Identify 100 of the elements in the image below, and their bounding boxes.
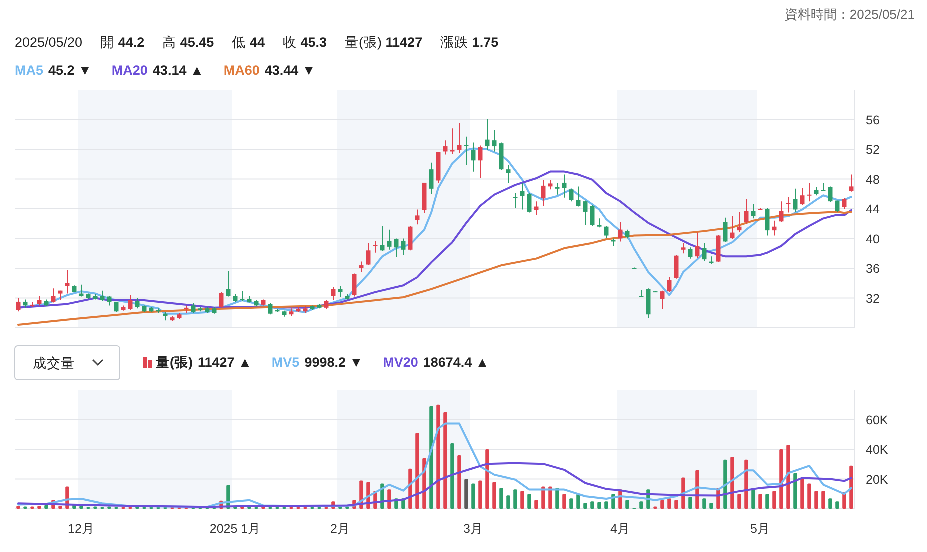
bar	[794, 473, 798, 509]
candlestick	[359, 261, 364, 273]
bar	[562, 494, 566, 509]
bar	[542, 486, 546, 509]
bar	[570, 498, 574, 509]
line-series	[18, 210, 852, 326]
line-series	[18, 462, 852, 508]
bar	[822, 491, 826, 509]
bar	[528, 494, 532, 509]
candlestick	[415, 209, 420, 226]
candlestick	[135, 298, 140, 310]
bar	[430, 406, 434, 509]
x-tick-label: 5月	[750, 522, 770, 536]
text: 11427 ▲	[198, 355, 252, 370]
y-tick-label: 36	[866, 262, 880, 276]
bar	[514, 490, 518, 509]
candlestick	[751, 204, 756, 220]
candlestick	[779, 201, 784, 223]
bar	[444, 412, 448, 509]
bar	[576, 494, 580, 509]
candlestick	[51, 288, 56, 304]
bar	[814, 491, 818, 509]
candlestick	[191, 302, 196, 314]
bar	[500, 488, 504, 509]
candlestick	[849, 174, 854, 192]
text: 開 44.2	[100, 35, 145, 50]
bar	[786, 445, 790, 509]
bar	[598, 502, 602, 509]
candlestick	[506, 164, 511, 184]
bar	[744, 460, 748, 509]
text: 漲跌 1.75	[440, 35, 500, 50]
text: MA20	[112, 63, 148, 78]
bar	[702, 498, 706, 509]
bar	[850, 466, 854, 509]
y-tick-label: 20K	[866, 472, 889, 487]
bar	[724, 460, 728, 509]
y-tick-label: 40K	[866, 443, 889, 457]
candlestick	[100, 290, 105, 302]
candlestick	[583, 200, 588, 226]
candlestick	[604, 226, 609, 239]
candlestick	[744, 198, 749, 224]
bar	[766, 494, 770, 509]
x-tick-label: 3月	[464, 522, 484, 536]
candlestick	[548, 179, 553, 190]
bar	[38, 506, 42, 509]
y-tick-label: 44	[866, 202, 880, 216]
text: 45.2 ▼	[48, 63, 92, 78]
text: 收 45.3	[282, 35, 328, 50]
candlestick	[660, 290, 665, 310]
bar	[780, 450, 784, 509]
candlestick	[569, 188, 574, 202]
candlestick	[268, 302, 273, 316]
text: 高 45.45	[162, 35, 215, 50]
bar	[80, 506, 84, 509]
bar	[556, 488, 560, 509]
bar	[486, 450, 490, 509]
text: 量(張) 11427	[345, 35, 423, 50]
bar	[478, 480, 482, 509]
y-tick-label: 32	[866, 292, 880, 306]
text: MV20	[383, 355, 418, 370]
bar	[464, 479, 468, 509]
bar	[506, 496, 510, 509]
bar	[520, 491, 524, 509]
bar	[828, 498, 832, 509]
text: MV5	[272, 355, 300, 370]
bar	[772, 491, 776, 509]
candlestick	[492, 130, 497, 152]
candlestick	[65, 269, 70, 294]
bar	[16, 506, 20, 509]
candlestick	[618, 222, 623, 242]
x-tick-label: 12月	[68, 522, 95, 536]
bar	[758, 494, 762, 509]
candlestick	[800, 188, 805, 206]
candlestick	[128, 294, 133, 311]
y-tick-label: 40	[866, 232, 880, 246]
bar	[738, 494, 742, 509]
bar	[584, 503, 588, 509]
bar	[590, 502, 594, 509]
bar	[604, 502, 608, 509]
bar	[668, 498, 672, 509]
text: MA60	[224, 63, 260, 78]
bar	[730, 456, 734, 509]
candlestick	[527, 192, 532, 214]
bar	[416, 433, 420, 509]
text: 2025/05/20	[15, 35, 83, 50]
candlestick	[338, 286, 343, 298]
x-tick-label: 2月	[330, 522, 350, 536]
candlestick	[681, 242, 686, 254]
text: 43.14 ▲	[152, 63, 204, 78]
bar	[836, 502, 840, 509]
y-tick-label: 60K	[866, 413, 889, 428]
candlestick	[471, 142, 476, 172]
text: MA5	[15, 63, 44, 78]
bar	[458, 455, 462, 509]
text: 低 44	[232, 35, 266, 50]
text: 18674.4 ▲	[423, 355, 490, 370]
x-tick-label: 2025 1月	[210, 522, 262, 536]
text: 43.44 ▼	[264, 63, 316, 78]
text: 資料時間：2025/05/21	[784, 7, 915, 22]
text: 成交量	[33, 356, 75, 371]
